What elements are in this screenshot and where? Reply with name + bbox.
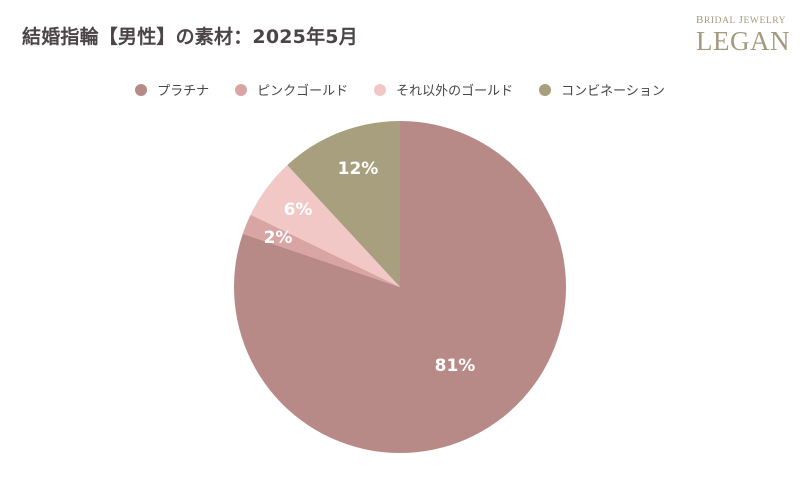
legend-item-other-gold[interactable]: それ以外のゴールド [374,80,513,99]
legend-label: プラチナ [157,84,210,99]
legend-swatch [235,83,248,96]
legend-swatch [374,83,387,96]
logo-tagline: BRIDAL JEWELRY [696,14,787,26]
legend-item-platinum[interactable]: プラチナ [135,80,209,99]
chart-title: 結婚指輪【男性】の素材：2025年5月 [22,26,358,48]
legend-item-pink-gold[interactable]: ピンクゴールド [235,80,348,99]
chart-legend: プラチナ ピンクゴールド それ以外のゴールド コンビネーション [0,80,800,99]
brand-logo: BRIDAL JEWELRY LEGAN [696,14,790,56]
legend-label: コンビネーション [561,84,665,99]
pie-slice-combination[interactable] [287,121,400,287]
legend-label: ピンクゴールド [257,84,349,99]
slice-percentage-label: 12% [338,159,379,179]
legend-swatch [539,83,552,96]
pie-slice-pink-gold[interactable] [242,214,400,287]
slice-percentage-label: 6% [284,200,313,220]
legend-swatch [135,83,148,96]
logo-wordmark: LEGAN [696,26,790,56]
legend-label: それ以外のゴールド [396,84,514,99]
pie-slice-other-gold[interactable] [250,165,400,287]
legend-item-combination[interactable]: コンビネーション [539,80,665,99]
slice-percentage-label: 81% [435,356,476,376]
slice-percentage-label: 2% [264,228,293,248]
